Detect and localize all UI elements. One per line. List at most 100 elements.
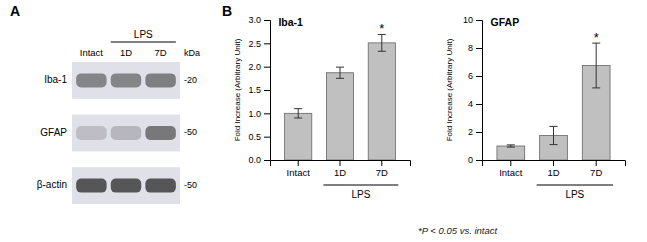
tick-mark (264, 160, 270, 161)
y-axis-title: Fold Increase (Arbitrary Unit) (445, 38, 454, 141)
panel-label: A (10, 3, 20, 19)
blot-row-background (72, 115, 180, 152)
axis-line (264, 21, 271, 161)
blot-panel: Iba-1-20GFAP-50β-actin-50Intact1D7DkDaLP… (37, 29, 200, 204)
tick-label: 0.5 (248, 132, 261, 142)
x-tick: 7D (376, 160, 388, 178)
axis-line (271, 161, 411, 167)
y-tick: 0 (468, 155, 482, 165)
blot-row-background (72, 62, 180, 99)
tick-mark (476, 104, 482, 105)
blot-band (111, 126, 141, 140)
error-bar (507, 145, 515, 147)
tick-mark (298, 160, 299, 166)
blot-band (76, 126, 106, 140)
tick-label: 2.0 (248, 62, 261, 72)
tick-label: 2 (468, 127, 473, 137)
error-bar (336, 67, 344, 78)
blot-column-header: 1D (120, 47, 132, 58)
error-bar-stem (553, 126, 554, 144)
x-tick: 7D (590, 160, 602, 178)
bar-chart: 0.0 0.5 1.0 1.5 2.0 2.5 3.0 Intact 1D 7D Fold Incr… (233, 15, 411, 200)
tick-mark (476, 132, 482, 133)
error-bar-cap (378, 51, 386, 52)
blot-kda-label: -50 (184, 127, 197, 137)
y-axis: 0 2 4 6 8 10 (463, 15, 483, 165)
tick-mark (264, 20, 270, 21)
error-bar (550, 126, 558, 144)
significance-mark: * (379, 21, 384, 36)
tick-mark (510, 160, 511, 166)
footnote: *P < 0.05 vs. intact (418, 225, 497, 236)
tick-label: Intact (287, 167, 311, 178)
chart-title: Iba-1 (278, 16, 303, 28)
axis-line (483, 161, 626, 167)
significance-mark: * (594, 30, 599, 45)
blot-group-bracket (111, 42, 176, 43)
blot-band (111, 73, 141, 87)
y-tick: 3.0 (248, 15, 270, 25)
y-tick: 2 (468, 127, 482, 137)
y-tick: 1.5 (248, 85, 270, 95)
blot-band (145, 73, 175, 87)
bar (285, 113, 312, 160)
y-tick: 0.5 (248, 132, 270, 142)
blot-column-header: 7D (155, 47, 167, 58)
tick-label: 10 (463, 15, 473, 25)
bar (497, 146, 525, 160)
blot-kda-label: -20 (184, 75, 197, 85)
error-bar-cap (336, 67, 344, 68)
y-axis-title: Fold Increase (Arbitrary Unit) (233, 38, 242, 141)
y-tick: 2.0 (248, 62, 270, 72)
x-tick: Intact (287, 160, 311, 178)
tick-label: 1.0 (248, 109, 261, 119)
error-bar-cap (592, 87, 600, 88)
tick-mark (553, 160, 554, 166)
blot-band (76, 73, 106, 87)
tick-mark (264, 90, 270, 91)
x-axis: Intact 1D 7D (483, 160, 626, 178)
blot-band (145, 179, 175, 193)
error-bar-cap (550, 144, 558, 145)
tick-mark (340, 160, 341, 166)
tick-label: 7D (376, 167, 388, 178)
error-bar (592, 43, 600, 88)
tick-label: 8 (468, 43, 473, 53)
tick-label: 1D (334, 167, 346, 178)
blot-band (111, 179, 141, 193)
group-bracket (537, 185, 613, 186)
chart-root: ABIba-1-20GFAP-50β-actin-50Intact1D7DkDa… (0, 0, 647, 242)
y-axis: 0.0 0.5 1.0 1.5 2.0 2.5 3.0 (248, 15, 270, 165)
error-bar-cap (507, 147, 515, 148)
bar-chart: 0 2 4 6 8 10 Intact 1D 7D Fold Increase (Arbitrar… (445, 15, 626, 200)
blot-kda-label: -50 (184, 180, 197, 190)
error-bar-stem (298, 109, 299, 118)
tick-label: 1D (547, 167, 559, 178)
blot-group-label: LPS (134, 29, 153, 40)
tick-label: 2.5 (248, 39, 261, 49)
axis-line (476, 21, 483, 161)
tick-label: 0.0 (248, 155, 261, 165)
error-bar (378, 34, 386, 51)
blot-row-label: β-actin (37, 179, 67, 190)
tick-label: 4 (468, 99, 473, 109)
blot-band (76, 179, 106, 193)
error-bar-cap (507, 144, 515, 145)
panel-label: B (222, 3, 232, 19)
y-tick: 1.0 (248, 109, 270, 119)
error-bar-cap (336, 78, 344, 79)
y-tick: 0.0 (248, 155, 270, 165)
blot-column-header: Intact (80, 47, 104, 58)
error-bar-cap (294, 108, 302, 109)
tick-label: 0 (468, 155, 473, 165)
error-bar-cap (294, 118, 302, 119)
tick-label: 7D (590, 167, 602, 178)
tick-label: Intact (499, 167, 523, 178)
group-label: LPS (351, 189, 370, 200)
tick-mark (381, 160, 382, 166)
plot-area (285, 34, 396, 160)
y-tick: 6 (468, 71, 482, 81)
tick-mark (596, 160, 597, 166)
error-bar-stem (596, 43, 597, 88)
y-tick: 10 (463, 15, 482, 25)
